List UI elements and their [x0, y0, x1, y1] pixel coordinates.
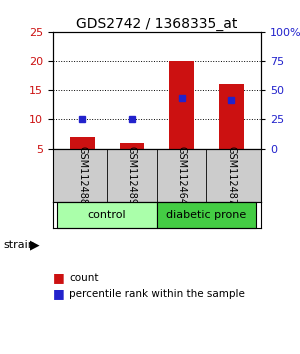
Text: GSM112489: GSM112489	[127, 146, 137, 205]
Text: percentile rank within the sample: percentile rank within the sample	[69, 289, 245, 299]
Text: count: count	[69, 273, 98, 283]
Text: strain: strain	[3, 240, 35, 250]
Title: GDS2742 / 1368335_at: GDS2742 / 1368335_at	[76, 17, 237, 31]
Text: control: control	[88, 210, 126, 220]
Bar	[219, 84, 244, 149]
Bar	[70, 137, 95, 149]
Bar	[119, 143, 144, 149]
Bar	[58, 202, 157, 228]
Bar	[157, 202, 256, 228]
Text: GSM112487: GSM112487	[226, 145, 236, 205]
Text: GSM112488: GSM112488	[77, 146, 87, 205]
Text: ▶: ▶	[30, 239, 40, 252]
Text: ■: ■	[52, 272, 64, 284]
Text: diabetic prone: diabetic prone	[166, 210, 247, 220]
Text: GSM112464: GSM112464	[177, 146, 187, 205]
Text: ■: ■	[52, 287, 64, 300]
Bar	[169, 61, 194, 149]
